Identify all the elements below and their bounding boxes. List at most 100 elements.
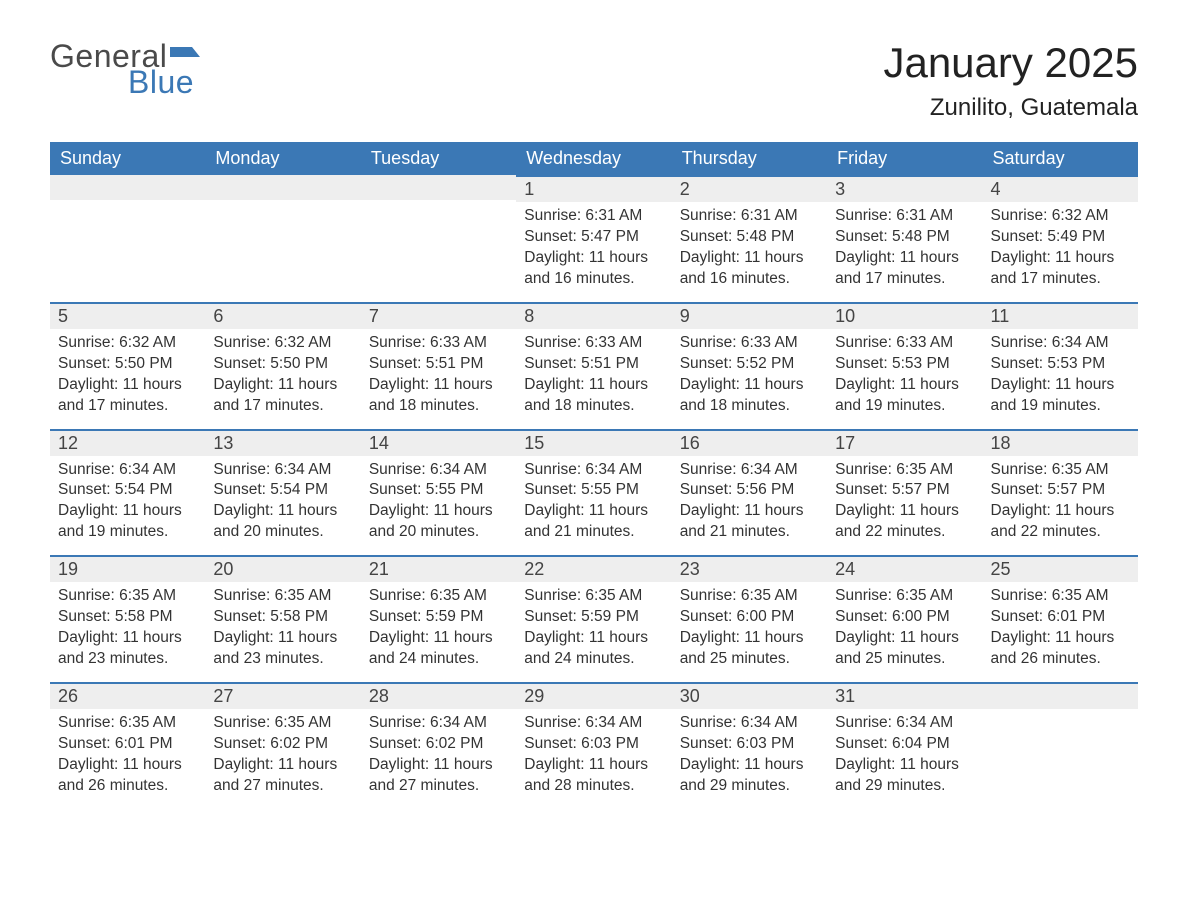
day-sunset: Sunset: 5:56 PM: [680, 480, 819, 501]
day-dl1: Daylight: 11 hours: [524, 628, 663, 649]
day-dl2: and 16 minutes.: [680, 269, 819, 290]
day-sunrise: Sunrise: 6:35 AM: [835, 586, 974, 607]
day-number: 19: [50, 555, 205, 582]
day-sunset: Sunset: 5:54 PM: [58, 480, 197, 501]
day-sunrise: Sunrise: 6:35 AM: [369, 586, 508, 607]
day-number: 14: [361, 429, 516, 456]
day-dl1: Daylight: 11 hours: [680, 248, 819, 269]
day-dl1: Daylight: 11 hours: [835, 248, 974, 269]
day-sunrise: Sunrise: 6:34 AM: [680, 460, 819, 481]
day-details: Sunrise: 6:34 AMSunset: 5:53 PMDaylight:…: [983, 329, 1138, 429]
calendar-cell: 2Sunrise: 6:31 AMSunset: 5:48 PMDaylight…: [672, 175, 827, 302]
day-sunrise: Sunrise: 6:34 AM: [524, 713, 663, 734]
day-details: Sunrise: 6:34 AMSunset: 6:03 PMDaylight:…: [672, 709, 827, 809]
day-header: Friday: [827, 142, 982, 175]
calendar-cell: 31Sunrise: 6:34 AMSunset: 6:04 PMDayligh…: [827, 682, 982, 809]
day-number: [205, 175, 360, 200]
day-details: Sunrise: 6:32 AMSunset: 5:50 PMDaylight:…: [50, 329, 205, 429]
day-number: 6: [205, 302, 360, 329]
day-number: 22: [516, 555, 671, 582]
day-number: 21: [361, 555, 516, 582]
day-sunset: Sunset: 5:51 PM: [369, 354, 508, 375]
day-header: Monday: [205, 142, 360, 175]
day-details: Sunrise: 6:35 AMSunset: 6:00 PMDaylight:…: [672, 582, 827, 682]
day-details: Sunrise: 6:35 AMSunset: 5:57 PMDaylight:…: [827, 456, 982, 556]
day-sunset: Sunset: 6:04 PM: [835, 734, 974, 755]
day-sunset: Sunset: 5:53 PM: [991, 354, 1130, 375]
calendar-cell: 20Sunrise: 6:35 AMSunset: 5:58 PMDayligh…: [205, 555, 360, 682]
day-number: 7: [361, 302, 516, 329]
day-sunrise: Sunrise: 6:35 AM: [524, 586, 663, 607]
month-title: January 2025: [883, 40, 1138, 86]
calendar-cell: 18Sunrise: 6:35 AMSunset: 5:57 PMDayligh…: [983, 429, 1138, 556]
day-sunrise: Sunrise: 6:33 AM: [835, 333, 974, 354]
day-dl1: Daylight: 11 hours: [213, 375, 352, 396]
day-dl2: and 17 minutes.: [213, 396, 352, 417]
day-sunset: Sunset: 6:00 PM: [835, 607, 974, 628]
day-number: 26: [50, 682, 205, 709]
day-number: 2: [672, 175, 827, 202]
day-number: 13: [205, 429, 360, 456]
day-dl1: Daylight: 11 hours: [835, 755, 974, 776]
day-number: 16: [672, 429, 827, 456]
day-dl2: and 21 minutes.: [524, 522, 663, 543]
day-header: Sunday: [50, 142, 205, 175]
day-dl1: Daylight: 11 hours: [680, 375, 819, 396]
calendar-cell: 6Sunrise: 6:32 AMSunset: 5:50 PMDaylight…: [205, 302, 360, 429]
day-dl2: and 20 minutes.: [213, 522, 352, 543]
day-number: [983, 682, 1138, 709]
day-details: Sunrise: 6:35 AMSunset: 6:01 PMDaylight:…: [50, 709, 205, 809]
day-dl1: Daylight: 11 hours: [369, 375, 508, 396]
day-sunrise: Sunrise: 6:31 AM: [680, 206, 819, 227]
day-number: 30: [672, 682, 827, 709]
day-sunset: Sunset: 5:48 PM: [835, 227, 974, 248]
day-dl2: and 25 minutes.: [680, 649, 819, 670]
day-sunrise: Sunrise: 6:34 AM: [369, 460, 508, 481]
day-sunset: Sunset: 5:52 PM: [680, 354, 819, 375]
day-details: Sunrise: 6:35 AMSunset: 6:01 PMDaylight:…: [983, 582, 1138, 682]
calendar-cell: 29Sunrise: 6:34 AMSunset: 6:03 PMDayligh…: [516, 682, 671, 809]
day-sunrise: Sunrise: 6:34 AM: [58, 460, 197, 481]
day-header: Saturday: [983, 142, 1138, 175]
calendar-cell: [983, 682, 1138, 809]
day-sunset: Sunset: 6:03 PM: [524, 734, 663, 755]
calendar-cell: 3Sunrise: 6:31 AMSunset: 5:48 PMDaylight…: [827, 175, 982, 302]
day-sunrise: Sunrise: 6:35 AM: [58, 586, 197, 607]
day-details: Sunrise: 6:34 AMSunset: 5:54 PMDaylight:…: [205, 456, 360, 556]
day-number: 31: [827, 682, 982, 709]
calendar-cell: 7Sunrise: 6:33 AMSunset: 5:51 PMDaylight…: [361, 302, 516, 429]
day-sunrise: Sunrise: 6:35 AM: [213, 586, 352, 607]
day-sunset: Sunset: 5:50 PM: [213, 354, 352, 375]
day-dl2: and 24 minutes.: [524, 649, 663, 670]
day-sunrise: Sunrise: 6:34 AM: [369, 713, 508, 734]
day-header: Tuesday: [361, 142, 516, 175]
day-sunset: Sunset: 6:01 PM: [58, 734, 197, 755]
day-dl1: Daylight: 11 hours: [835, 501, 974, 522]
calendar-cell: [361, 175, 516, 302]
calendar-cell: [50, 175, 205, 302]
day-sunset: Sunset: 6:03 PM: [680, 734, 819, 755]
day-sunset: Sunset: 5:58 PM: [58, 607, 197, 628]
calendar-cell: 1Sunrise: 6:31 AMSunset: 5:47 PMDaylight…: [516, 175, 671, 302]
day-dl2: and 17 minutes.: [991, 269, 1130, 290]
day-dl2: and 19 minutes.: [58, 522, 197, 543]
day-sunrise: Sunrise: 6:33 AM: [680, 333, 819, 354]
day-details: Sunrise: 6:35 AMSunset: 5:58 PMDaylight:…: [205, 582, 360, 682]
day-dl2: and 22 minutes.: [835, 522, 974, 543]
calendar-cell: 27Sunrise: 6:35 AMSunset: 6:02 PMDayligh…: [205, 682, 360, 809]
day-number: 1: [516, 175, 671, 202]
calendar-cell: 14Sunrise: 6:34 AMSunset: 5:55 PMDayligh…: [361, 429, 516, 556]
day-details: Sunrise: 6:33 AMSunset: 5:52 PMDaylight:…: [672, 329, 827, 429]
day-sunrise: Sunrise: 6:32 AM: [58, 333, 197, 354]
day-details: Sunrise: 6:34 AMSunset: 5:55 PMDaylight:…: [516, 456, 671, 556]
day-dl1: Daylight: 11 hours: [524, 375, 663, 396]
day-number: [50, 175, 205, 200]
day-number: 17: [827, 429, 982, 456]
day-dl1: Daylight: 11 hours: [213, 628, 352, 649]
day-details: Sunrise: 6:33 AMSunset: 5:51 PMDaylight:…: [361, 329, 516, 429]
day-dl1: Daylight: 11 hours: [213, 755, 352, 776]
calendar-cell: 17Sunrise: 6:35 AMSunset: 5:57 PMDayligh…: [827, 429, 982, 556]
day-sunset: Sunset: 6:02 PM: [369, 734, 508, 755]
location: Zunilito, Guatemala: [883, 94, 1138, 122]
calendar-cell: 21Sunrise: 6:35 AMSunset: 5:59 PMDayligh…: [361, 555, 516, 682]
